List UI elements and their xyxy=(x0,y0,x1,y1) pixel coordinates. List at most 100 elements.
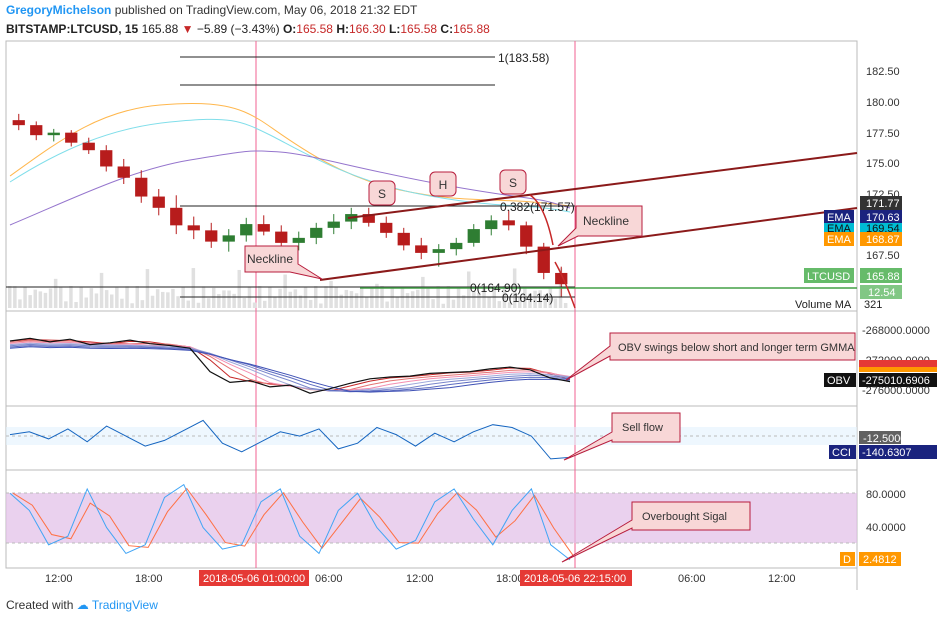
time-tick-4: 12:00 xyxy=(406,573,434,585)
cci-level: -12.5000 xyxy=(863,433,906,445)
candle-body xyxy=(152,196,165,208)
volume-bar xyxy=(43,292,48,308)
published-text: published on TradingView.com, May 06, 20… xyxy=(114,3,418,17)
volume-bar xyxy=(395,297,400,308)
ema1-tag-bg xyxy=(824,210,854,223)
ema3-tag-bg xyxy=(824,232,854,246)
volume-bar xyxy=(140,300,145,308)
volume-bar xyxy=(64,301,68,308)
volume-bar xyxy=(308,299,313,308)
volume-bar xyxy=(99,272,104,308)
volume-bar xyxy=(89,288,94,308)
volume-bar xyxy=(467,271,471,308)
candle-body xyxy=(397,232,410,246)
callout-shoulder-right: S xyxy=(499,169,527,195)
callout-stoch: Overbought Sigal xyxy=(561,501,751,563)
volume-bar xyxy=(288,291,292,308)
candle-body xyxy=(170,207,183,226)
candle-body xyxy=(135,177,148,197)
ema-mid-line xyxy=(9,118,571,213)
price-tick-6: 167.50 xyxy=(866,250,900,262)
volume-bar xyxy=(533,290,537,308)
ema1-value-bg xyxy=(860,210,902,223)
volume-bar xyxy=(405,293,410,308)
volume-bar xyxy=(421,276,425,308)
candle-body xyxy=(432,249,445,253)
stoch-label: D xyxy=(843,554,851,566)
author-link[interactable]: GregoryMichelson xyxy=(6,3,112,17)
last-price: 165.88 xyxy=(141,22,179,36)
candle-body xyxy=(240,224,253,236)
volume-tag: 12.54 xyxy=(868,287,896,299)
price-tick-1: 182.50 xyxy=(866,66,900,78)
high-label: H: xyxy=(336,22,349,36)
ema3-label: EMA xyxy=(827,234,852,246)
gmma-ribbon xyxy=(9,339,571,393)
candle-body xyxy=(450,242,463,250)
obv-ribbon-tag-orange xyxy=(859,367,937,372)
volume-bar xyxy=(507,302,512,308)
ema2-value-bg xyxy=(860,223,902,232)
price-tag-bg xyxy=(860,196,902,210)
stoch-value-bg xyxy=(859,552,901,566)
volume-bar xyxy=(293,289,298,308)
ema-long-line xyxy=(9,150,571,226)
candle-body xyxy=(47,132,60,136)
candle-body xyxy=(485,220,498,230)
ema-short-line xyxy=(9,103,571,207)
shoulder-right-label: S xyxy=(509,176,517,190)
volume-bar xyxy=(33,289,37,308)
volume-bar xyxy=(242,298,247,308)
ticker-line: BITSTAMP:LTCUSD, 15 165.88 ▼ −5.89 (−3.4… xyxy=(6,22,490,36)
volume-bar xyxy=(497,301,502,308)
candle-body xyxy=(205,230,218,242)
volume-bar xyxy=(329,280,333,308)
symbol-tag-bg xyxy=(804,268,854,283)
volume-bar xyxy=(120,298,124,308)
volume-bar xyxy=(263,300,267,308)
volume-bar xyxy=(375,283,379,308)
stoch-value: 2.4812 xyxy=(863,554,897,566)
volume-bar xyxy=(334,287,338,308)
volume-bar xyxy=(538,290,542,308)
publish-header: GregoryMichelson published on TradingVie… xyxy=(6,3,417,17)
high-value: 166.30 xyxy=(349,22,386,36)
volume-bar xyxy=(186,300,190,308)
gmma-line xyxy=(9,342,571,392)
volume-bar xyxy=(115,287,119,308)
gmma-line xyxy=(9,345,571,393)
last-price-tag: 165.88 xyxy=(866,271,900,283)
tradingview-link[interactable]: TradingView xyxy=(91,598,158,612)
volume-bar xyxy=(319,303,323,308)
callout-head: H xyxy=(429,171,457,197)
volume-bar xyxy=(303,287,308,308)
fib-label-top: 1(183.58) xyxy=(498,51,549,65)
volume-bar xyxy=(232,293,236,308)
volume-bar xyxy=(273,296,277,308)
volume-bar xyxy=(206,298,211,308)
time-tag-2: 2018-05-06 22:15:00 xyxy=(524,573,626,585)
volume-bar xyxy=(410,291,415,308)
change-value: −5.89 (−3.43%) xyxy=(196,22,280,36)
obv-label-bg xyxy=(824,373,856,387)
down-arrow-icon: ▼ xyxy=(181,22,194,36)
stoch-k-line xyxy=(12,487,574,556)
volume-bar xyxy=(191,268,196,308)
volume-bar xyxy=(339,294,343,308)
candle-body xyxy=(415,245,428,253)
fib-label-zero-a: 0(164.90) xyxy=(470,281,521,295)
candle-body xyxy=(537,246,550,273)
obv-value: -275010.6906 xyxy=(862,375,930,387)
volume-bar xyxy=(217,294,221,308)
volume-bar xyxy=(426,287,430,308)
candle-body xyxy=(520,225,533,247)
volume-bar xyxy=(518,297,522,308)
ema3-value-bg xyxy=(860,232,902,246)
volume-bar xyxy=(278,288,282,308)
volume-bar xyxy=(196,302,201,308)
volume-bar xyxy=(227,290,231,308)
candle-body xyxy=(502,220,515,226)
obv-line xyxy=(9,337,571,394)
neckline-left-label: Neckline xyxy=(247,252,293,266)
